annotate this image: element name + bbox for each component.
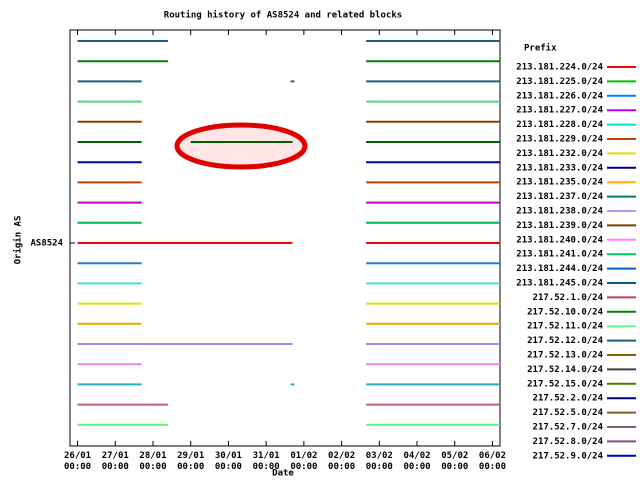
- x-tick-label: 06/02 00:00: [478, 451, 506, 472]
- legend-label: 213.181.224.0/24: [516, 63, 603, 73]
- legend-title: Prefix: [524, 43, 557, 54]
- legend-label: 213.181.241.0/24: [516, 250, 603, 260]
- x-tick-label: 05/02 00:00: [441, 451, 469, 472]
- legend-label: 213.181.229.0/24: [516, 135, 603, 145]
- x-tick-label: 29/01 00:00: [177, 451, 205, 472]
- legend-label: 217.52.12.0/24: [527, 336, 603, 346]
- x-tick-label: 04/02 00:00: [403, 451, 431, 472]
- legend-label: 213.181.240.0/24: [516, 235, 603, 245]
- legend-label: 213.181.232.0/24: [516, 149, 603, 159]
- x-tick-label: 01/02 00:00: [290, 451, 318, 472]
- y-axis-label: Origin AS: [13, 216, 24, 265]
- legend-label: 213.181.244.0/24: [516, 264, 603, 274]
- x-tick-label: 26/01 00:00: [63, 451, 92, 472]
- x-tick-label: 02/02 00:00: [328, 451, 356, 472]
- legend-label: 217.52.9.0/24: [533, 451, 604, 461]
- legend-label: 217.52.14.0/24: [527, 365, 603, 375]
- legend-label: 213.181.226.0/24: [516, 91, 603, 101]
- legend-label: 213.181.225.0/24: [516, 77, 603, 87]
- highlight-ellipse: [174, 122, 308, 170]
- legend-label: 213.181.238.0/24: [516, 207, 603, 217]
- legend-label: 217.52.13.0/24: [527, 351, 603, 361]
- legend-label: 217.52.5.0/24: [533, 408, 604, 418]
- legend-label: 213.181.239.0/24: [516, 221, 603, 231]
- legend-label: 217.52.8.0/24: [533, 437, 604, 447]
- x-axis-label: Date: [272, 469, 294, 479]
- legend-label: 217.52.7.0/24: [533, 423, 604, 433]
- y-tick-label: AS8524: [30, 239, 63, 249]
- x-tick-label: 30/01 00:00: [214, 451, 242, 472]
- legend-label: 217.52.1.0/24: [533, 293, 604, 303]
- legend-label: 217.52.2.0/24: [533, 394, 604, 404]
- legend-label: 213.181.228.0/24: [516, 120, 603, 130]
- legend-label: 217.52.11.0/24: [527, 322, 603, 332]
- x-tick-label: 27/01 00:00: [101, 451, 129, 472]
- legend-label: 213.181.245.0/24: [516, 279, 603, 289]
- x-tick-label: 28/01 00:00: [139, 451, 167, 472]
- legend-label: 213.181.235.0/24: [516, 178, 603, 188]
- legend-label: 213.181.227.0/24: [516, 106, 603, 116]
- legend-label: 217.52.15.0/24: [527, 379, 603, 389]
- legend-label: 217.52.10.0/24: [527, 307, 603, 317]
- plot-frame: [69, 29, 501, 447]
- legend-label: 213.181.233.0/24: [516, 163, 603, 173]
- x-tick-label: 31/01 00:00: [252, 451, 280, 472]
- x-tick-label: 03/02 00:00: [365, 451, 393, 472]
- legend-label: 213.181.237.0/24: [516, 192, 603, 202]
- chart-title: Routing history of AS8524 and related bl…: [164, 10, 402, 21]
